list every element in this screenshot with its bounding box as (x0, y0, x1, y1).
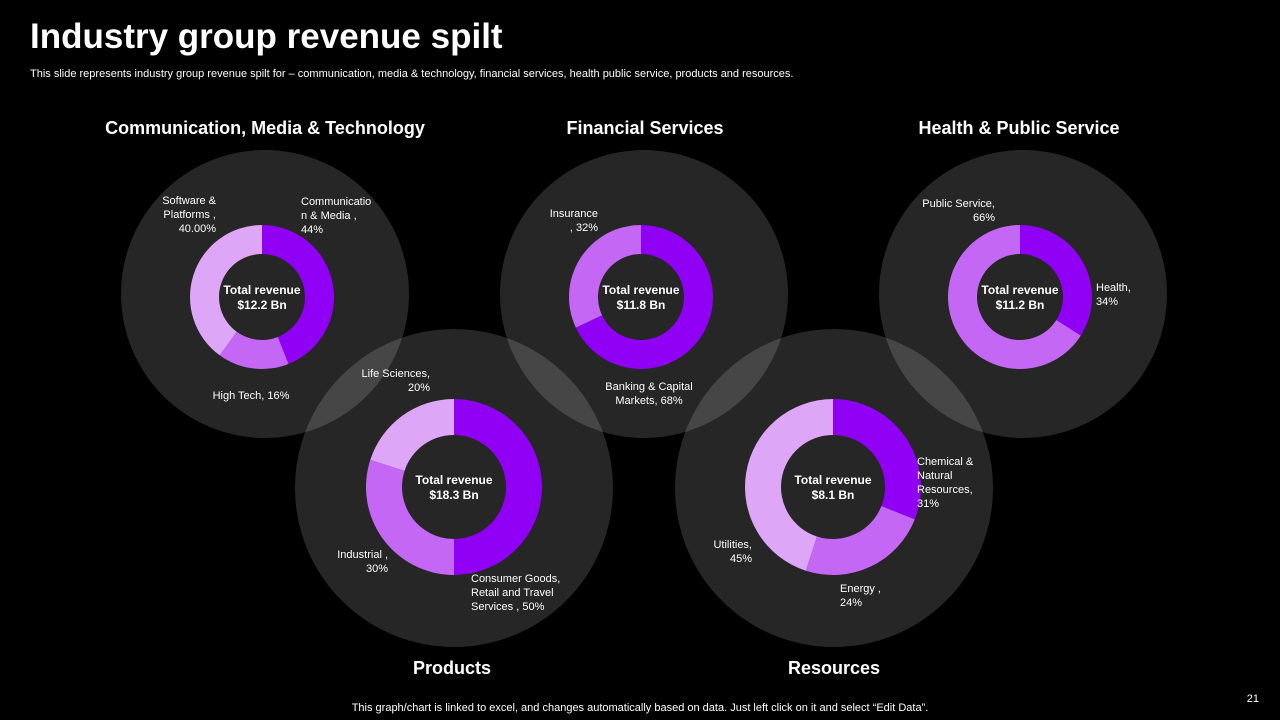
data-label-line: Health, (1096, 282, 1131, 294)
bubble-resources (675, 329, 993, 647)
chart-title-products: Products (413, 658, 491, 678)
data-label-line: 24% (840, 597, 862, 609)
data-label-line: 45% (730, 553, 752, 565)
center-total-line: $18.3 Bn (429, 488, 478, 502)
donut-chart-health-and-public-service[interactable]: Health, 34% Public Service, 66% Total revenu… (922, 198, 1131, 370)
donut-chart-resources[interactable]: Chemical & Natural Resources, 31% Energy , 24… (713, 398, 974, 609)
center-total-line: $8.1 Bn (812, 488, 855, 502)
data-label-products-2: Industrial , 30% (337, 549, 388, 575)
center-total-products: Total revenue $18.3 Bn (415, 473, 492, 502)
slice-health-and-public-service-2[interactable] (948, 225, 1081, 370)
data-label-line: 34% (1096, 296, 1118, 308)
donut-chart-products[interactable]: Consumer Goods, Retail and Travel Services… (337, 368, 560, 613)
data-label-line: 66% (973, 212, 995, 224)
slice-products-3[interactable] (370, 399, 454, 471)
slice-communication-media-and-technology-3[interactable] (189, 225, 262, 356)
slice-products-2[interactable] (366, 459, 454, 575)
center-total-resources: Total revenue $8.1 Bn (794, 473, 871, 502)
center-total-line: Total revenue (223, 283, 300, 297)
chart-title-communication-media-and-technology: Communication, Media & Technology (105, 118, 425, 138)
data-label-communication-media-and-technology-1: Communicatio n & Media , 44% (301, 196, 371, 236)
footer-note: This graph/chart is linked to excel, and… (351, 702, 929, 714)
center-total-health-and-public-service: Total revenue $11.2 Bn (981, 283, 1058, 312)
slice-resources-2[interactable] (805, 506, 915, 576)
data-label-line: , 32% (570, 222, 598, 234)
center-total-line: $11.8 Bn (617, 298, 666, 312)
center-total-line: $11.2 Bn (996, 298, 1045, 312)
data-label-financial-services-1: Banking & Capital Markets, 68% (605, 381, 692, 407)
data-label-line: High Tech, 16% (213, 390, 290, 402)
chart-title-financial-services: Financial Services (566, 118, 723, 138)
data-label-products-3: Life Sciences, 20% (362, 368, 431, 394)
data-label-resources-3: Utilities, 45% (713, 539, 752, 565)
center-total-financial-services: Total revenue $11.8 Bn (602, 283, 679, 312)
data-label-line: Platforms , (163, 209, 216, 221)
bubble-financial-services (500, 150, 788, 438)
data-label-line: 20% (408, 382, 430, 394)
slice-resources-3[interactable] (744, 399, 833, 571)
data-label-line: Resources, (917, 484, 973, 496)
background-bubbles (121, 150, 1167, 647)
data-label-resources-2: Energy , 24% (840, 583, 881, 609)
slice-communication-media-and-technology-2[interactable] (219, 331, 289, 370)
slice-communication-media-and-technology-1[interactable] (262, 225, 335, 364)
data-label-line: Consumer Goods, (471, 573, 560, 585)
data-label-line: Insurance (550, 208, 598, 220)
data-label-line: n & Media , (301, 210, 357, 222)
donut-chart-financial-services[interactable]: Banking & Capital Markets, 68% Insurance , … (550, 208, 713, 407)
data-label-line: Software & (162, 195, 216, 207)
data-label-line: Utilities, (713, 539, 752, 551)
data-label-line: 44% (301, 224, 323, 236)
data-label-products-1: Consumer Goods, Retail and Travel Services… (471, 573, 560, 613)
slice-financial-services-1[interactable] (575, 225, 713, 370)
center-total-line: Total revenue (794, 473, 871, 487)
data-label-line: Markets, 68% (615, 395, 682, 407)
data-label-line: Life Sciences, (362, 368, 430, 380)
center-total-line: Total revenue (602, 283, 679, 297)
data-label-financial-services-2: Insurance , 32% (550, 208, 599, 234)
slice-products-1[interactable] (454, 399, 542, 575)
data-label-line: 31% (917, 498, 939, 510)
donut-chart-communication-media-and-technology[interactable]: Communicatio n & Media , 44% High Tech, 16%… (162, 195, 371, 402)
data-label-line: Energy , (840, 583, 881, 595)
data-label-health-and-public-service-2: Public Service, 66% (922, 198, 995, 224)
slice-resources-1[interactable] (833, 398, 921, 520)
data-label-line: 30% (366, 563, 388, 575)
bubble-products (295, 329, 613, 647)
page-number: 21 (1246, 693, 1259, 705)
center-total-line: Total revenue (981, 283, 1058, 297)
center-total-line: $12.2 Bn (237, 298, 286, 312)
chart-title-health-and-public-service: Health & Public Service (918, 118, 1119, 138)
data-label-resources-1: Chemical & Natural Resources, 31% (917, 456, 974, 510)
slice-financial-services-2[interactable] (569, 225, 641, 328)
data-label-line: Natural (917, 470, 952, 482)
slice-health-and-public-service-1[interactable] (1020, 225, 1092, 336)
center-total-line: Total revenue (415, 473, 492, 487)
bubble-health-and-public-service (879, 150, 1167, 438)
data-label-line: Public Service, (922, 198, 995, 210)
data-label-line: Industrial , (337, 549, 388, 561)
center-total-communication-media-and-technology: Total revenue $12.2 Bn (223, 283, 300, 312)
data-label-line: Banking & Capital (605, 381, 692, 393)
slide-title: Industry group revenue spilt (30, 17, 503, 56)
data-label-line: Communicatio (301, 196, 371, 208)
data-label-line: Chemical & (917, 456, 974, 468)
bubble-communication-media-and-technology (121, 150, 409, 438)
data-label-line: 40.00% (179, 223, 217, 235)
data-label-communication-media-and-technology-2: High Tech, 16% (213, 390, 290, 402)
data-label-health-and-public-service-1: Health, 34% (1096, 282, 1131, 308)
slide-subtitle: This slide represents industry group rev… (30, 68, 794, 80)
data-label-communication-media-and-technology-3: Software & Platforms , 40.00% (162, 195, 216, 235)
data-label-line: Services , 50% (471, 601, 545, 613)
chart-title-resources: Resources (788, 658, 880, 678)
data-label-line: Retail and Travel (471, 587, 554, 599)
